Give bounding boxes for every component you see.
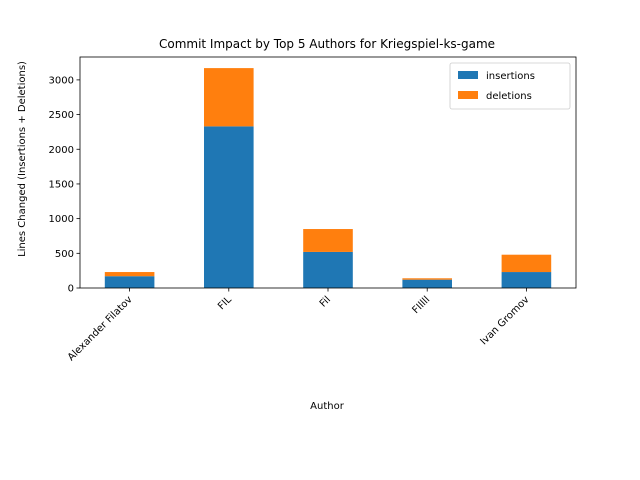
bar-insertions-4 bbox=[501, 272, 552, 288]
bar-deletions-3 bbox=[402, 278, 452, 280]
legend-swatch-insertions bbox=[458, 71, 478, 79]
bar-deletions-0 bbox=[104, 272, 155, 277]
chart-title: Commit Impact by Top 5 Authors for Krieg… bbox=[159, 37, 495, 51]
bar-insertions-3 bbox=[402, 279, 452, 288]
bar-deletions-2 bbox=[303, 229, 353, 252]
y-tick-label: 1000 bbox=[49, 214, 74, 225]
legend-box bbox=[449, 62, 571, 110]
y-tick-label: 2000 bbox=[49, 145, 74, 156]
y-axis-label: Lines Changed (Insertions + Deletions) bbox=[17, 61, 28, 257]
y-tick-label: 3000 bbox=[49, 75, 74, 86]
bar-deletions-4 bbox=[501, 254, 552, 273]
bar-insertions-0 bbox=[104, 276, 155, 288]
legend-swatch-deletions bbox=[458, 91, 478, 99]
plot-frame bbox=[79, 56, 577, 289]
legend-label-insertions: insertions bbox=[486, 71, 535, 82]
y-tick-label: 1500 bbox=[49, 179, 74, 190]
y-tick-label: 500 bbox=[55, 249, 74, 260]
x-axis-label: Author bbox=[310, 401, 345, 412]
y-tick-label: 2500 bbox=[49, 110, 74, 121]
bar-insertions-1 bbox=[204, 126, 254, 288]
bar-deletions-1 bbox=[204, 68, 254, 127]
legend: insertions deletions bbox=[449, 62, 571, 110]
legend-label-deletions: deletions bbox=[486, 91, 532, 102]
y-tick-label: 0 bbox=[68, 284, 74, 295]
bar-insertions-2 bbox=[303, 251, 353, 288]
bars-group bbox=[104, 68, 552, 288]
y-axis: 0 500 1000 1500 2000 2500 3000 bbox=[49, 75, 80, 295]
